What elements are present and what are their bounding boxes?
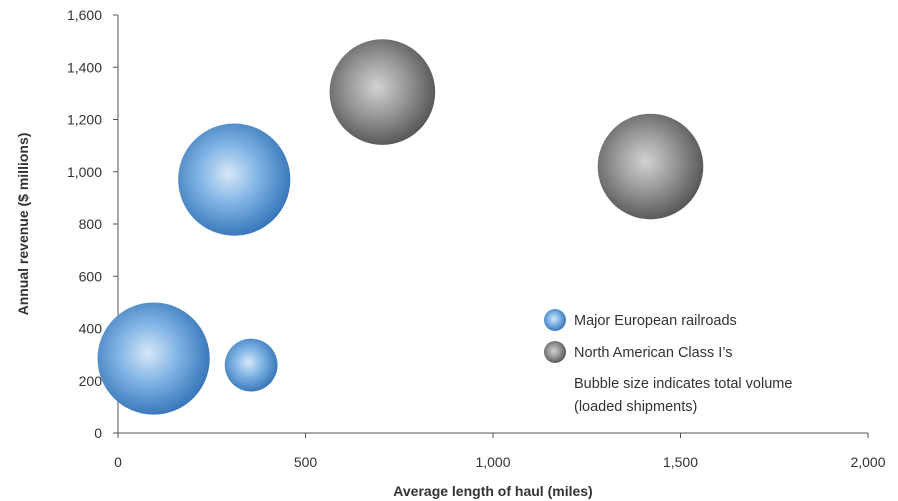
y-tick-label: 200 (79, 373, 103, 389)
x-tick-label: 0 (114, 454, 122, 470)
bubble-north-american (329, 39, 436, 145)
legend-label-north-american: North American Class I’s (574, 345, 732, 361)
y-tick-label: 800 (79, 216, 103, 232)
legend-marker-european (544, 309, 566, 331)
x-axis-title: Average length of haul (miles) (393, 483, 592, 499)
bubble-european (224, 338, 278, 392)
legend: Major European railroads North American … (544, 309, 792, 415)
x-ticks: 0 500 1,000 1,500 2,000 (114, 433, 886, 470)
bubble-size-note-line1: Bubble size indicates total volume (574, 376, 792, 392)
y-tick-label: 1,200 (67, 112, 102, 128)
bubble-size-note-line2: (loaded shipments) (574, 399, 697, 415)
bubble-north-american (597, 113, 704, 220)
y-axis-title: Annual revenue ($ millions) (15, 133, 31, 316)
y-ticks: 0 200 400 600 800 1,000 1,200 1,400 1,600 (67, 7, 118, 441)
x-tick-label: 1,000 (475, 454, 510, 470)
y-tick-label: 400 (79, 321, 103, 337)
x-tick-label: 2,000 (850, 454, 885, 470)
legend-marker-north-american (544, 341, 566, 363)
legend-label-european: Major European railroads (574, 313, 737, 329)
x-tick-label: 500 (294, 454, 318, 470)
y-tick-label: 1,600 (67, 7, 102, 23)
y-tick-label: 1,000 (67, 164, 102, 180)
x-tick-label: 1,500 (663, 454, 698, 470)
y-tick-label: 600 (79, 268, 103, 284)
y-tick-label: 1,400 (67, 59, 102, 75)
bubbles (97, 39, 704, 415)
bubble-european (178, 123, 291, 236)
bubble-european (97, 302, 210, 415)
y-tick-label: 0 (94, 425, 102, 441)
